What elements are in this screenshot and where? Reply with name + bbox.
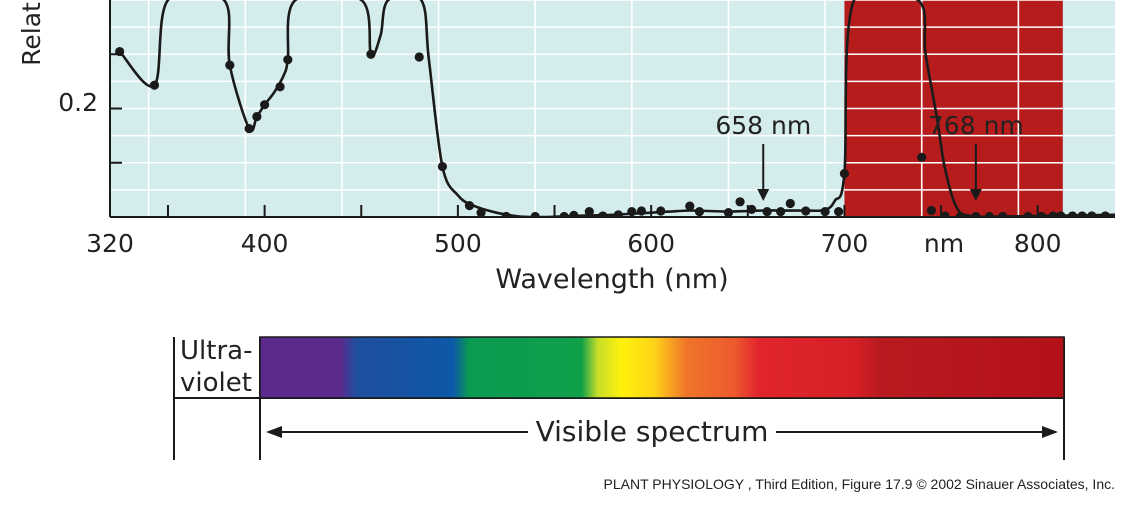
data-point — [723, 208, 734, 217]
data-point — [559, 211, 569, 217]
data-point — [1087, 211, 1097, 217]
data-point — [584, 206, 594, 217]
data-point — [569, 210, 579, 217]
data-point — [636, 206, 647, 216]
x-tick-label-400: 400 — [241, 229, 289, 258]
data-point — [437, 161, 448, 172]
data-point — [501, 211, 511, 217]
data-point — [955, 211, 965, 217]
data-point — [260, 100, 270, 110]
data-point — [414, 52, 424, 62]
visible-spectrum-label: Visible spectrum — [536, 415, 769, 448]
data-point — [1056, 211, 1066, 217]
data-point — [834, 206, 844, 217]
data-point — [685, 201, 695, 211]
data-point — [613, 210, 623, 217]
data-point — [1067, 211, 1078, 217]
x-tick-label-600: 600 — [627, 229, 675, 258]
annotation-658-label: 658 nm — [715, 111, 811, 140]
data-point — [820, 206, 830, 217]
annotation-658-nm: 658 nm — [715, 111, 811, 201]
data-point — [998, 211, 1008, 217]
data-point — [776, 206, 786, 217]
annotation-768-nm: 768 nm — [928, 111, 1024, 201]
absorbance-curve — [118, 0, 1115, 217]
visible-color-gradient — [259, 336, 1065, 399]
data-point — [275, 82, 285, 92]
data-point — [464, 201, 475, 211]
data-point — [785, 198, 795, 209]
data-point — [801, 206, 811, 216]
data-point — [283, 55, 293, 65]
data-point — [694, 206, 705, 217]
data-point — [149, 80, 160, 90]
plot-area — [109, 0, 1115, 218]
data-point — [940, 211, 950, 217]
annotation-768-arrow-head — [969, 189, 982, 201]
grid-lines — [110, 0, 1115, 217]
y-tick-label-0-2: 0.2 — [58, 88, 98, 117]
data-point — [926, 205, 936, 216]
data-point — [1023, 211, 1033, 217]
data-point — [984, 211, 994, 217]
visible-arrow-right-head — [1042, 426, 1058, 438]
x-tick-label-700: 700 — [821, 229, 869, 258]
x-unit-label: nm — [924, 229, 964, 258]
y-axis-label: Relat — [17, 2, 46, 66]
data-point — [735, 197, 745, 207]
data-point — [839, 169, 850, 179]
data-point — [366, 49, 376, 59]
data-point — [1048, 211, 1058, 217]
data-point — [971, 211, 981, 217]
data-point — [656, 206, 666, 216]
x-tick-label-500: 500 — [434, 229, 482, 258]
x-tick-label-320: 320 — [86, 229, 134, 258]
data-point — [476, 208, 486, 217]
data-point — [747, 204, 757, 215]
uv-label-line1: Ultra- — [180, 336, 252, 366]
data-point — [762, 206, 772, 217]
spectrum-bar: Ultra- violet Visible spectrum — [173, 336, 1065, 460]
x-axis-label: Wavelength (nm) — [495, 264, 728, 295]
visible-arrow-left-head — [266, 426, 282, 438]
annotation-768-label: 768 nm — [928, 111, 1024, 140]
data-point — [1036, 211, 1047, 217]
data-point — [252, 112, 262, 122]
data-point — [917, 152, 927, 162]
figure-credit: PLANT PHYSIOLOGY , Third Edition, Figure… — [604, 476, 1115, 492]
data-point — [1077, 211, 1087, 217]
data-point — [598, 211, 608, 217]
axis-ticks — [110, 53, 1039, 217]
data-point — [530, 211, 540, 217]
data-markers — [115, 46, 1110, 217]
data-point — [627, 206, 637, 217]
x-tick-label-800: 800 — [1014, 229, 1062, 258]
data-point — [1100, 211, 1110, 217]
uv-label-line2: violet — [180, 368, 252, 398]
x-tick-labels: 320 400 500 600 700 800 — [86, 229, 1061, 258]
data-point — [225, 60, 235, 70]
data-point — [244, 123, 254, 134]
annotation-658-arrow-head — [757, 189, 770, 201]
